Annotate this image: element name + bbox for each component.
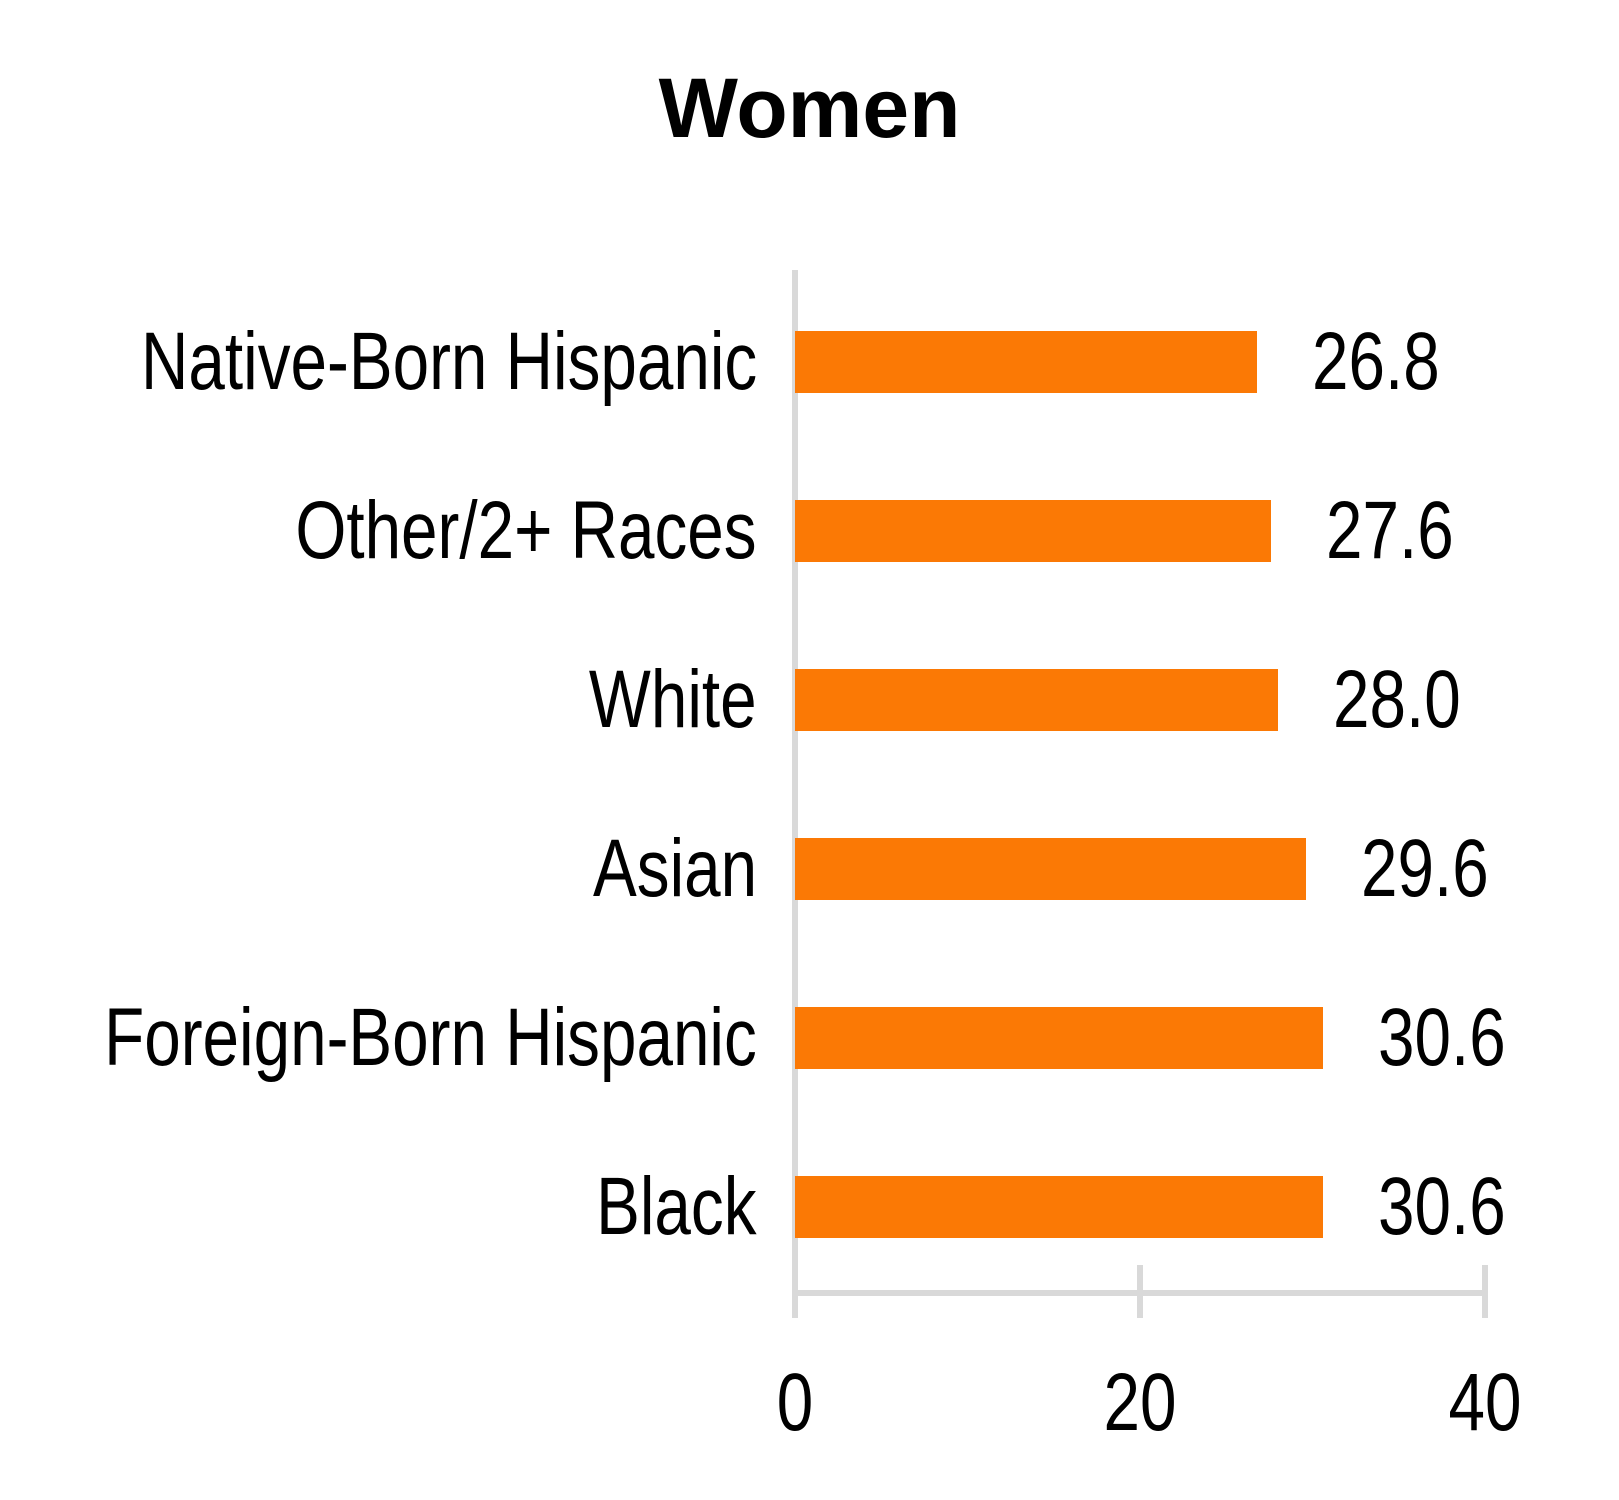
x-axis-tick-label-text: 0 <box>776 1357 814 1448</box>
x-axis-tick-label-text: 20 <box>1103 1357 1177 1448</box>
x-axis-tick-mark <box>1137 1265 1143 1318</box>
category-label-text: Native-Born Hispanic <box>140 315 757 407</box>
x-axis-tick-label: 0 <box>772 1356 818 1450</box>
category-label-text: White <box>589 653 757 745</box>
bar <box>795 668 1278 731</box>
x-axis-tick-label: 40 <box>1439 1356 1530 1450</box>
category-label-text: Black <box>596 1161 757 1253</box>
chart-row: Asian 29.6 <box>0 785 1619 954</box>
category-label: Asian <box>0 785 757 954</box>
chart-row: Foreign-Born Hispanic 30.6 <box>0 954 1619 1123</box>
chart-row: Native-Born Hispanic 26.8 <box>0 277 1619 446</box>
x-axis-tick-mark <box>1482 1265 1488 1318</box>
value-label: 26.8 <box>1312 277 1472 446</box>
bar <box>795 1176 1323 1239</box>
value-label-text: 30.6 <box>1377 1161 1506 1253</box>
category-label: Foreign-Born Hispanic <box>0 954 757 1123</box>
category-label: Black <box>0 1123 757 1292</box>
x-axis-tick-label-text: 40 <box>1448 1357 1522 1448</box>
x-axis-tick-mark <box>792 1265 798 1318</box>
category-label-text: Asian <box>592 823 757 915</box>
value-label: 27.6 <box>1326 446 1486 615</box>
bar <box>795 499 1272 562</box>
category-label: White <box>0 615 757 784</box>
value-label-text: 30.6 <box>1377 992 1506 1084</box>
category-label-text: Foreign-Born Hispanic <box>104 992 757 1084</box>
chart-row: Black 30.6 <box>0 1123 1619 1292</box>
bar <box>795 1007 1323 1070</box>
chart-row: White 28.0 <box>0 615 1619 784</box>
category-label: Other/2+ Races <box>0 446 757 615</box>
value-label: 28.0 <box>1333 615 1493 784</box>
value-label: 30.6 <box>1378 1123 1538 1292</box>
bar <box>795 838 1306 901</box>
category-label-text: Other/2+ Races <box>295 484 757 576</box>
value-label-text: 28.0 <box>1333 653 1461 745</box>
value-label-text: 26.8 <box>1312 315 1440 407</box>
bar <box>795 330 1258 393</box>
chart-row: Other/2+ Races 27.6 <box>0 446 1619 615</box>
x-axis-tick-label: 20 <box>1094 1356 1185 1450</box>
category-label: Native-Born Hispanic <box>0 277 757 446</box>
value-label: 30.6 <box>1378 954 1538 1123</box>
chart-title: Women <box>658 61 961 155</box>
value-label-text: 29.6 <box>1360 823 1489 915</box>
value-label: 29.6 <box>1361 785 1521 954</box>
y-axis-line <box>792 270 798 1318</box>
value-label-text: 27.6 <box>1326 484 1454 576</box>
